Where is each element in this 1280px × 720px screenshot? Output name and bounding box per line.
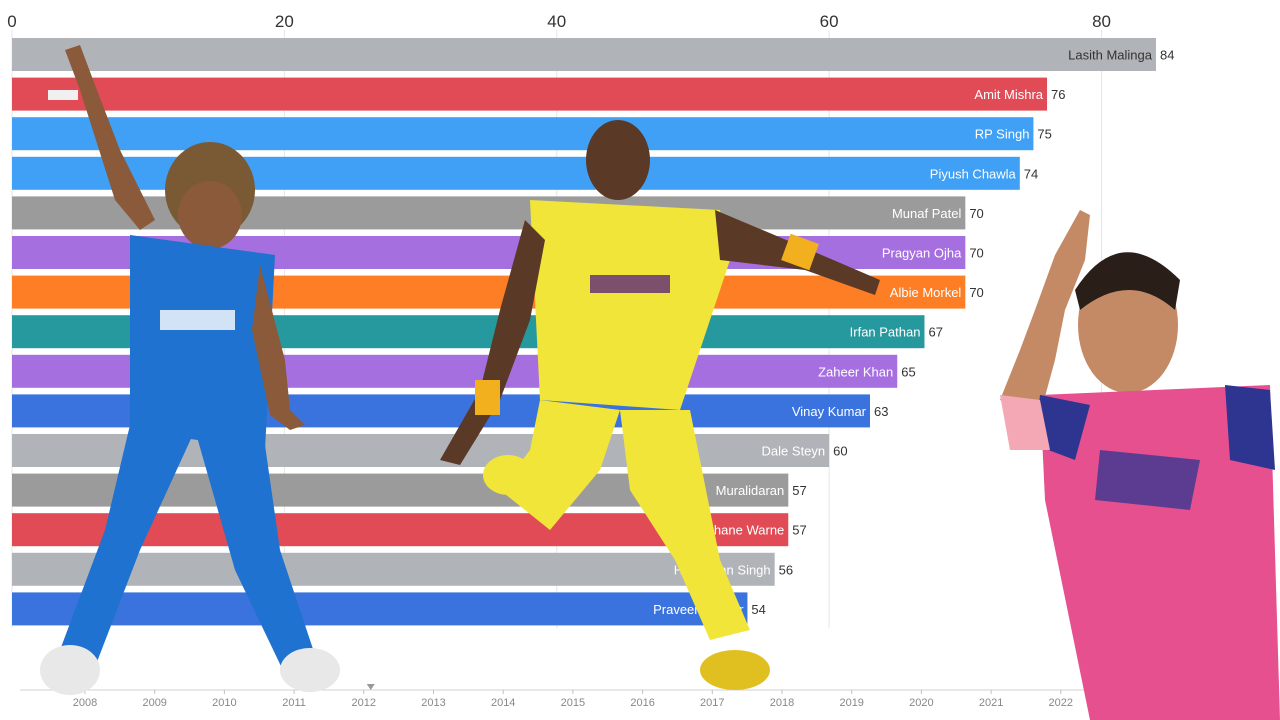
bar-value-5: 70 xyxy=(969,246,983,261)
bar-label-9: Vinay Kumar xyxy=(792,404,867,419)
x-tick-label-20: 20 xyxy=(275,12,294,31)
timeline-year-2011: 2011 xyxy=(282,697,306,709)
bar-value-8: 65 xyxy=(901,364,915,379)
x-axis-ticks: 0 20 40 60 80 xyxy=(7,12,1111,31)
bar-label-5: Pragyan Ojha xyxy=(882,246,962,261)
timeline-year-2021: 2021 xyxy=(979,697,1003,709)
timeline-year-2018: 2018 xyxy=(770,697,794,709)
bar-value-10: 60 xyxy=(833,444,847,459)
bar-value-12: 57 xyxy=(792,523,806,538)
timeline-year-2022: 2022 xyxy=(1049,697,1073,709)
bar-value-1: 76 xyxy=(1051,87,1065,102)
x-tick-label-40: 40 xyxy=(547,12,566,31)
bar-value-6: 70 xyxy=(969,285,983,300)
bar-14 xyxy=(12,592,748,626)
bar-0 xyxy=(12,38,1156,71)
bar-label-8: Zaheer Khan xyxy=(818,364,893,379)
timeline-year-2009: 2009 xyxy=(142,697,166,709)
x-tick-label-60: 60 xyxy=(820,12,839,31)
bar-label-3: Piyush Chawla xyxy=(930,166,1017,181)
bar-value-7: 67 xyxy=(928,325,942,340)
bar-value-4: 70 xyxy=(969,206,983,221)
timeline-year-2019: 2019 xyxy=(839,697,863,709)
bar-13 xyxy=(12,552,775,586)
x-tick-label-80: 80 xyxy=(1092,12,1111,31)
bar-value-0: 84 xyxy=(1160,48,1174,63)
timeline-year-2014: 2014 xyxy=(491,697,515,709)
bar-label-10: Dale Steyn xyxy=(762,444,826,459)
timeline-marker[interactable] xyxy=(366,684,375,690)
timeline-year-2020: 2020 xyxy=(909,697,933,709)
bar-label-11: Muralidaran xyxy=(716,483,785,498)
timeline-year-2016: 2016 xyxy=(630,697,654,709)
x-tick-label-0: 0 xyxy=(7,12,16,31)
timeline-year-2013: 2013 xyxy=(421,697,445,709)
bar-label-7: Irfan Pathan xyxy=(850,325,921,340)
timeline-year-2017: 2017 xyxy=(700,697,724,709)
bar-label-4: Munaf Patel xyxy=(892,206,961,221)
bar-label-6: Albie Morkel xyxy=(890,285,962,300)
bar-label-1: Amit Mishra xyxy=(974,87,1043,102)
player-right-photo xyxy=(1000,210,1280,720)
timeline-year-2015: 2015 xyxy=(561,697,585,709)
timeline-year-2012: 2012 xyxy=(352,697,376,709)
bar-2 xyxy=(12,117,1034,151)
bar-value-13: 56 xyxy=(779,562,793,577)
bar-value-3: 74 xyxy=(1024,166,1038,181)
bar-label-0: Lasith Malinga xyxy=(1068,48,1153,63)
bar-label-12: Shane Warne xyxy=(705,523,784,538)
timeline-axis: 2008 2009 2010 2011 2012 2013 2014 2015 2016 2017… xyxy=(20,684,1090,709)
player-center-photo xyxy=(440,120,880,690)
bar-value-9: 63 xyxy=(874,404,888,419)
player-left-photo xyxy=(40,45,340,695)
bar-value-11: 57 xyxy=(792,483,806,498)
timeline-year-2010: 2010 xyxy=(212,697,236,709)
bar-value-14: 54 xyxy=(751,602,765,617)
bar-label-2: RP Singh xyxy=(975,127,1030,142)
bar-1 xyxy=(12,77,1048,111)
timeline-year-2008: 2008 xyxy=(73,697,97,709)
bar-value-2: 75 xyxy=(1037,127,1051,142)
